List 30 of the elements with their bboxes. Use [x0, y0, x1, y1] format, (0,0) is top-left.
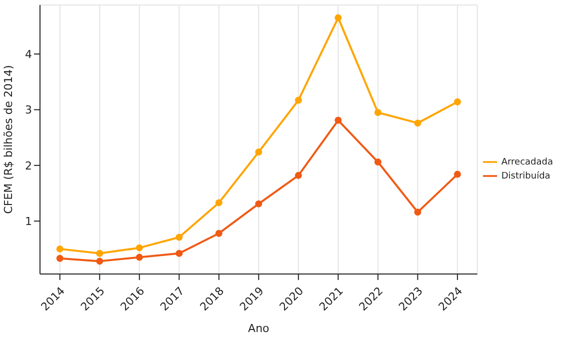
point [255, 148, 262, 156]
point [56, 245, 64, 252]
point [414, 208, 422, 216]
point [176, 234, 183, 241]
y-axis-title: CFEM (R$ bilhões de 2014) [2, 65, 15, 214]
point [56, 254, 64, 262]
point [334, 116, 342, 124]
point [215, 230, 222, 237]
point [96, 258, 104, 265]
legend-label: Distribuída [501, 170, 550, 181]
point [374, 158, 382, 166]
y-tick-label: 2 [25, 159, 32, 172]
point [294, 96, 302, 104]
point [334, 14, 342, 22]
x-axis-title: Ano [248, 322, 270, 335]
y-tick-label: 3 [25, 104, 32, 117]
point [96, 250, 104, 257]
y-tick-label: 4 [25, 48, 32, 61]
point [454, 98, 461, 106]
point [454, 170, 461, 178]
point [255, 200, 262, 208]
point [294, 172, 302, 179]
point [374, 108, 382, 116]
legend-label: Arrecadada [501, 156, 553, 167]
point [136, 244, 143, 252]
point [215, 199, 222, 206]
point [176, 250, 183, 257]
point [136, 254, 143, 261]
y-tick-label: 1 [25, 214, 32, 228]
point [414, 120, 422, 127]
